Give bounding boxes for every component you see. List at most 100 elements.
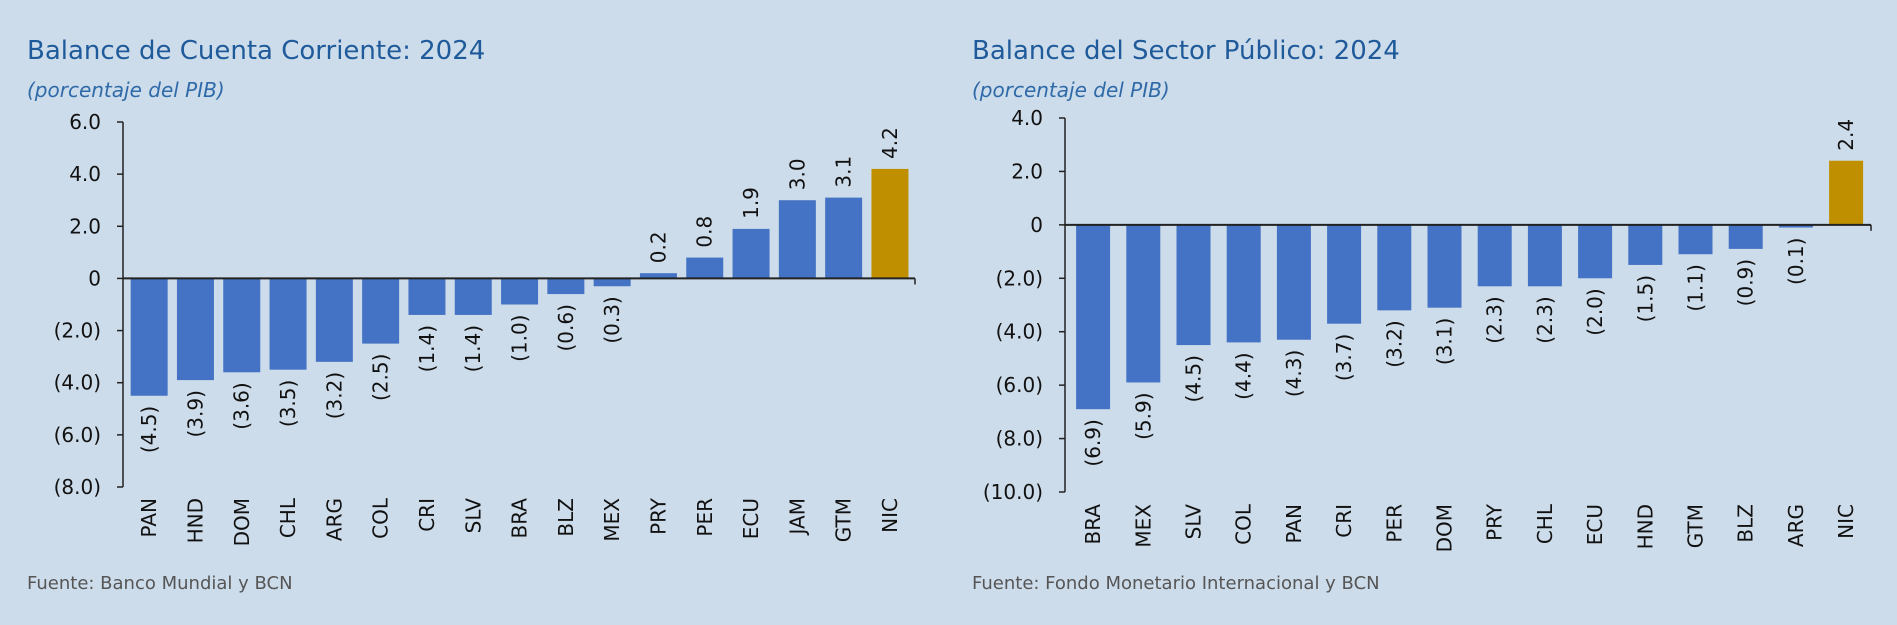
category-label: CRI bbox=[1332, 504, 1356, 538]
y-tick-label: (4.0) bbox=[996, 320, 1043, 344]
category-label: MEX bbox=[600, 498, 624, 542]
public-sector-bar-chart: 4.0 2.0 0 (2.0) (4.0) (6.0) (8.0) (10.0) (6.9) BR… bbox=[983, 106, 1872, 552]
chart-panel-current-account: Balance de Cuenta Corriente: 2024 (porce… bbox=[0, 0, 940, 625]
bar-arg bbox=[315, 278, 353, 362]
data-label: 4.2 bbox=[878, 127, 902, 159]
category-label: ARG bbox=[322, 498, 346, 541]
category-label: JAM bbox=[785, 498, 809, 536]
bar-cri bbox=[408, 278, 446, 315]
bar-col bbox=[1226, 224, 1261, 343]
bar-dom bbox=[223, 278, 261, 373]
y-tick-label: (6.0) bbox=[996, 373, 1043, 397]
y-tick-label: 0 bbox=[88, 266, 101, 290]
data-label: (3.6) bbox=[230, 382, 254, 429]
bar-slv bbox=[454, 278, 492, 315]
data-label: 0.8 bbox=[693, 216, 717, 248]
data-label: (3.1) bbox=[1433, 318, 1457, 365]
chart-subtitle: (porcentaje del PIB) bbox=[972, 78, 1170, 102]
bar-nic bbox=[871, 168, 909, 279]
category-label: GTM bbox=[1684, 504, 1708, 548]
data-label: (0.1) bbox=[1784, 238, 1808, 285]
data-label: (5.9) bbox=[1131, 392, 1155, 439]
bar-mex bbox=[593, 278, 631, 287]
y-tick-label: (10.0) bbox=[983, 480, 1043, 504]
category-label: COL bbox=[369, 497, 393, 539]
category-label: ECU bbox=[1583, 504, 1607, 545]
data-label: (3.7) bbox=[1332, 334, 1356, 381]
bar-slv bbox=[1176, 224, 1211, 346]
category-label: ECU bbox=[739, 498, 763, 539]
category-label: CHL bbox=[1533, 503, 1557, 544]
chart-title: Balance de Cuenta Corriente: 2024 bbox=[27, 36, 486, 66]
data-label: 3.0 bbox=[785, 158, 809, 190]
bar-per bbox=[686, 257, 724, 279]
category-label: PER bbox=[693, 498, 717, 537]
data-label: (1.5) bbox=[1633, 275, 1657, 322]
category-label: COL bbox=[1232, 503, 1256, 545]
bar-mex bbox=[1126, 224, 1161, 383]
y-tick-label: 0 bbox=[1030, 213, 1043, 237]
bar-dom bbox=[1427, 224, 1462, 308]
data-label: (3.2) bbox=[1382, 320, 1406, 367]
category-label: BLZ bbox=[554, 498, 578, 537]
bar-chl bbox=[1527, 224, 1562, 287]
y-tick-label: (8.0) bbox=[996, 427, 1043, 451]
category-label: BRA bbox=[1081, 504, 1105, 545]
category-label: SLV bbox=[1182, 504, 1206, 540]
data-label: (3.9) bbox=[183, 390, 207, 437]
data-label: (3.2) bbox=[322, 372, 346, 419]
data-label: (2.5) bbox=[369, 354, 393, 401]
bar-nic bbox=[1829, 160, 1864, 225]
data-label: 1.9 bbox=[739, 187, 763, 219]
data-label: (1.4) bbox=[415, 325, 439, 372]
category-label: HND bbox=[1633, 504, 1657, 549]
category-label: BLZ bbox=[1734, 504, 1758, 543]
y-tick-label: 6.0 bbox=[69, 110, 101, 134]
chart-subtitle: (porcentaje del PIB) bbox=[27, 78, 225, 102]
data-label: (2.0) bbox=[1583, 288, 1607, 335]
category-label: ARG bbox=[1784, 504, 1808, 547]
data-label: (1.0) bbox=[508, 315, 532, 362]
category-label: PRY bbox=[1483, 503, 1507, 541]
y-tick-label: 4.0 bbox=[1011, 106, 1043, 130]
bar-chl bbox=[269, 278, 307, 370]
data-label: (2.3) bbox=[1533, 296, 1557, 343]
category-label: MEX bbox=[1131, 504, 1155, 548]
y-tick-label: (2.0) bbox=[54, 319, 101, 343]
bar-arg bbox=[1778, 224, 1813, 228]
data-label: (1.4) bbox=[461, 325, 485, 372]
chart-source: Fuente: Fondo Monetario Internacional y … bbox=[972, 573, 1380, 594]
y-tick-label: (4.0) bbox=[54, 371, 101, 395]
chart-panel-public-sector: Balance del Sector Público: 2024 (porcen… bbox=[945, 0, 1897, 625]
bar-pan bbox=[130, 278, 168, 396]
bar-ecu bbox=[732, 228, 770, 279]
y-tick-label: 2.0 bbox=[1011, 159, 1043, 183]
category-label: PRY bbox=[646, 497, 670, 535]
data-label: (4.5) bbox=[1182, 355, 1206, 402]
bar-hnd bbox=[176, 278, 214, 381]
data-label: (0.3) bbox=[600, 296, 624, 343]
data-label: (1.1) bbox=[1684, 264, 1708, 311]
category-label: NIC bbox=[878, 498, 902, 533]
data-label: (0.6) bbox=[554, 304, 578, 351]
data-label: (4.4) bbox=[1232, 352, 1256, 399]
bar-cri bbox=[1327, 224, 1362, 324]
bar-gtm bbox=[825, 197, 863, 279]
data-label: 0.2 bbox=[646, 231, 670, 263]
data-label: (3.5) bbox=[276, 380, 300, 427]
bar-bra bbox=[1076, 224, 1111, 410]
y-tick-label: 2.0 bbox=[69, 214, 101, 238]
category-label: CRI bbox=[415, 498, 439, 532]
y-tick-label: 4.0 bbox=[69, 162, 101, 186]
category-label: PER bbox=[1382, 504, 1406, 543]
y-tick-label: (6.0) bbox=[54, 423, 101, 447]
bar-gtm bbox=[1678, 224, 1713, 255]
data-label: (4.3) bbox=[1282, 350, 1306, 397]
category-label: BRA bbox=[508, 498, 532, 539]
bar-pry bbox=[639, 273, 677, 279]
category-label: NIC bbox=[1834, 504, 1858, 539]
bar-pan bbox=[1276, 224, 1311, 340]
category-label: PAN bbox=[137, 498, 161, 537]
chart-source: Fuente: Banco Mundial y BCN bbox=[27, 573, 293, 594]
y-tick-label: (8.0) bbox=[54, 475, 101, 499]
